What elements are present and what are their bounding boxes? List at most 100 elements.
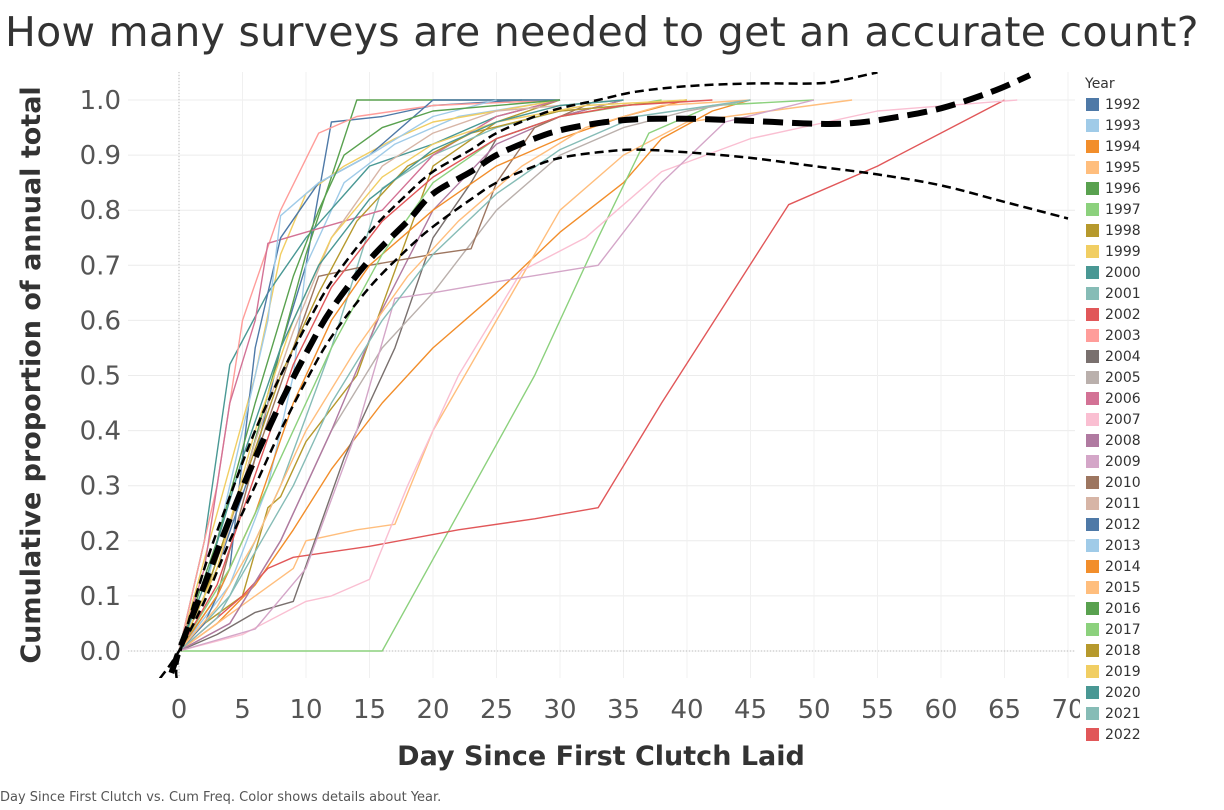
legend-item-2005[interactable]: 2005 xyxy=(1086,367,1216,388)
legend-label: 2015 xyxy=(1105,579,1141,596)
x-tick-label: 10 xyxy=(289,695,322,725)
series-line-2020 xyxy=(178,99,624,652)
legend-label: 2003 xyxy=(1105,327,1141,344)
legend-item-2013[interactable]: 2013 xyxy=(1086,535,1216,556)
legend-swatch xyxy=(1086,539,1099,552)
legend-swatch xyxy=(1086,203,1099,216)
x-tick-label: 55 xyxy=(861,695,894,725)
legend-item-2014[interactable]: 2014 xyxy=(1086,556,1216,577)
y-tick-label: 0.8 xyxy=(80,196,121,226)
legend-swatch xyxy=(1086,497,1099,510)
legend-item-2018[interactable]: 2018 xyxy=(1086,640,1216,661)
legend-label: 1995 xyxy=(1105,159,1141,176)
legend-item-2015[interactable]: 2015 xyxy=(1086,577,1216,598)
legend-label: 2000 xyxy=(1105,264,1141,281)
y-axis-title: Cumulative proportion of annual total xyxy=(16,86,47,663)
legend-label: 2013 xyxy=(1105,537,1141,554)
x-axis-ticks: 0 5 10 15 20 25 30 35 40 45 50 55 60 65 70 xyxy=(171,695,1080,725)
y-tick-label: 0.0 xyxy=(80,637,121,667)
legend-label: 2016 xyxy=(1105,600,1141,617)
chart-caption: Day Since First Clutch vs. Cum Freq. Col… xyxy=(0,790,442,805)
legend: Year 1992 1993 1994 1995 1996 1997 1998 1999 200… xyxy=(1085,74,1216,745)
legend-item-1995[interactable]: 1995 xyxy=(1086,157,1216,178)
series-line-2002 xyxy=(178,99,1005,652)
series-line-2000 xyxy=(178,99,561,652)
legend-item-2006[interactable]: 2006 xyxy=(1086,388,1216,409)
legend-label: 2008 xyxy=(1105,432,1141,449)
legend-item-1999[interactable]: 1999 xyxy=(1086,241,1216,262)
legend-item-2001[interactable]: 2001 xyxy=(1086,283,1216,304)
legend-item-2019[interactable]: 2019 xyxy=(1086,661,1216,682)
x-tick-label: 0 xyxy=(171,695,188,725)
y-tick-label: 0.6 xyxy=(80,306,121,336)
legend-label: 1992 xyxy=(1105,96,1141,113)
legend-item-2020[interactable]: 2020 xyxy=(1086,682,1216,703)
zero-reference-lines xyxy=(128,72,1075,678)
legend-swatch xyxy=(1086,707,1099,720)
legend-item-1992[interactable]: 1992 xyxy=(1086,94,1216,115)
legend-label: 2010 xyxy=(1105,474,1141,491)
x-tick-label: 40 xyxy=(670,695,703,725)
y-tick-label: 0.7 xyxy=(80,251,121,281)
legend-swatch xyxy=(1086,245,1099,258)
legend-item-1998[interactable]: 1998 xyxy=(1086,220,1216,241)
legend-swatch xyxy=(1086,455,1099,468)
legend-item-1993[interactable]: 1993 xyxy=(1086,115,1216,136)
legend-item-2004[interactable]: 2004 xyxy=(1086,346,1216,367)
legend-swatch xyxy=(1086,119,1099,132)
x-tick-label: 20 xyxy=(416,695,449,725)
trend-line xyxy=(168,72,1032,675)
legend-item-2000[interactable]: 2000 xyxy=(1086,262,1216,283)
series-line-1993 xyxy=(178,99,561,652)
y-axis-ticks: 0.0 0.1 0.2 0.3 0.4 0.5 0.6 0.7 0.8 0.9 1.0 xyxy=(80,86,121,667)
legend-item-2016[interactable]: 2016 xyxy=(1086,598,1216,619)
legend-item-2002[interactable]: 2002 xyxy=(1086,304,1216,325)
chart-title: How many surveys are needed to get an ac… xyxy=(5,8,1199,56)
legend-item-2022[interactable]: 2022 xyxy=(1086,724,1216,745)
legend-swatch xyxy=(1086,161,1099,174)
legend-item-2011[interactable]: 2011 xyxy=(1086,493,1216,514)
legend-label: 1998 xyxy=(1105,222,1141,239)
x-tick-label: 65 xyxy=(988,695,1021,725)
legend-swatch xyxy=(1086,182,1099,195)
legend-label: 2017 xyxy=(1105,621,1141,638)
legend-item-2007[interactable]: 2007 xyxy=(1086,409,1216,430)
legend-swatch xyxy=(1086,392,1099,405)
legend-item-2010[interactable]: 2010 xyxy=(1086,472,1216,493)
legend-item-2012[interactable]: 2012 xyxy=(1086,514,1216,535)
y-tick-label: 1.0 xyxy=(80,86,121,116)
y-tick-label: 0.3 xyxy=(80,472,121,502)
legend-swatch xyxy=(1086,602,1099,615)
legend-label: 1993 xyxy=(1105,117,1141,134)
x-tick-label: 60 xyxy=(924,695,957,725)
legend-swatch xyxy=(1086,434,1099,447)
legend-item-2009[interactable]: 2009 xyxy=(1086,451,1216,472)
legend-label: 2019 xyxy=(1105,663,1141,680)
legend-item-1996[interactable]: 1996 xyxy=(1086,178,1216,199)
legend-item-2017[interactable]: 2017 xyxy=(1086,619,1216,640)
series-line-2007 xyxy=(178,99,1018,652)
legend-swatch xyxy=(1086,308,1099,321)
x-tick-label: 30 xyxy=(543,695,576,725)
legend-item-2003[interactable]: 2003 xyxy=(1086,325,1216,346)
series-line-2021 xyxy=(178,99,751,652)
legend-swatch xyxy=(1086,287,1099,300)
x-tick-label: 70 xyxy=(1051,695,1080,725)
x-tick-label: 15 xyxy=(353,695,386,725)
x-tick-label: 35 xyxy=(607,695,640,725)
y-tick-label: 0.5 xyxy=(80,362,121,392)
y-tick-label: 0.9 xyxy=(80,141,121,171)
legend-item-2008[interactable]: 2008 xyxy=(1086,430,1216,451)
legend-item-1997[interactable]: 1997 xyxy=(1086,199,1216,220)
legend-item-1994[interactable]: 1994 xyxy=(1086,136,1216,157)
series-line-1995 xyxy=(178,99,853,652)
legend-item-2021[interactable]: 2021 xyxy=(1086,703,1216,724)
series-line-2018 xyxy=(178,99,688,652)
grid-lines xyxy=(128,72,1075,678)
legend-swatch xyxy=(1086,140,1099,153)
legend-label: 2001 xyxy=(1105,285,1141,302)
confidence-upper-line xyxy=(174,72,878,678)
legend-label: 2005 xyxy=(1105,369,1141,386)
legend-label: 2002 xyxy=(1105,306,1141,323)
legend-items: 1992 1993 1994 1995 1996 1997 1998 1999 2000 2001… xyxy=(1086,94,1216,745)
